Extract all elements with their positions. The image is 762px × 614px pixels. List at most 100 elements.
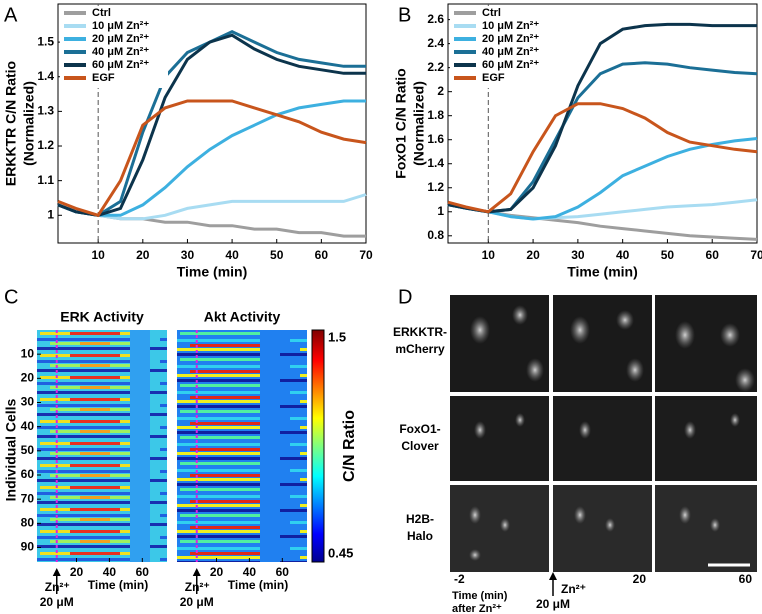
legend-label: 10 μM Zn²⁺: [482, 20, 539, 32]
x-tick-label: 60: [136, 565, 150, 579]
time-label: 20: [633, 572, 647, 586]
y-tick-label: 1.4: [37, 69, 54, 83]
image-row-label: ERKKTR-: [393, 325, 447, 339]
heatmap: [37, 330, 167, 562]
series-line: [57, 33, 366, 217]
y-tick-label: 1.5: [37, 34, 54, 48]
legend-label: 40 μM Zn²⁺: [92, 46, 149, 58]
legend-label: Ctrl: [92, 7, 111, 19]
colorbar-tick-label: 0.45: [328, 545, 353, 560]
time-label: 60: [739, 572, 753, 586]
x-axis-label: Time (min): [228, 578, 288, 592]
colorbar: [311, 329, 325, 563]
legend-label: 60 μM Zn²⁺: [92, 59, 149, 71]
image-row-label: Clover: [401, 439, 439, 453]
legend-label: 60 μM Zn²⁺: [482, 59, 539, 71]
legend-box: [450, 6, 558, 88]
legend-label: EGF: [92, 72, 115, 84]
heatmap-title: Akt Activity: [204, 309, 281, 325]
time-caption: Time (min): [452, 590, 508, 602]
arrow-head: [192, 568, 201, 576]
x-tick-label: 40: [225, 248, 239, 262]
x-tick-label: 60: [706, 248, 720, 262]
stimulus-label: Zn²⁺: [561, 582, 586, 596]
arrow-head: [52, 568, 61, 576]
heatmap: [177, 330, 307, 562]
y-tick-label: 1.6: [427, 132, 444, 146]
y-axis-label: (Normalized): [411, 81, 427, 166]
y-axis-label: Individual Cells: [3, 398, 19, 501]
stimulus-label: 20 μM: [536, 597, 570, 611]
series-line: [447, 198, 758, 221]
microscopy-images: [450, 295, 757, 596]
y-tick-label: 1: [437, 204, 444, 218]
x-tick-label: 70: [359, 248, 373, 262]
y-tick-label: 60: [21, 467, 35, 481]
series-line: [447, 137, 758, 221]
y-tick-label: 1: [47, 207, 54, 221]
series-line: [57, 99, 367, 218]
x-tick-label: 20: [526, 248, 540, 262]
legend-box: [60, 6, 168, 88]
x-axis-label: Time (min): [177, 264, 248, 280]
legend-label: EGF: [482, 72, 505, 84]
y-tick-label: 30: [21, 395, 35, 409]
colorbar-tick-label: 1.5: [328, 329, 346, 344]
colorbar-label: C/N Ratio: [341, 410, 358, 482]
y-tick-label: 40: [21, 419, 35, 433]
y-tick-label: 1.2: [37, 138, 54, 152]
y-tick-label: 80: [21, 516, 35, 530]
image-row-label: Halo: [407, 529, 433, 543]
y-tick-label: 1.2: [427, 180, 444, 194]
y-tick-label: 1.8: [427, 108, 444, 122]
x-tick-label: 50: [661, 248, 675, 262]
legend-label: 20 μM Zn²⁺: [482, 33, 539, 45]
y-tick-label: 1.1: [37, 173, 54, 187]
y-tick-label: 1.4: [427, 156, 444, 170]
time-caption: after Zn²⁺: [452, 603, 502, 614]
stimulus-label: Zn²⁺: [185, 580, 210, 594]
stimulus-label: 20 μM: [180, 595, 214, 609]
panel-letter: C: [4, 286, 18, 308]
panel-letter: B: [398, 4, 411, 26]
y-tick-label: 0.8: [427, 228, 444, 242]
y-tick-label: 2.4: [427, 36, 444, 50]
y-tick-label: 90: [21, 540, 35, 554]
series-line: [57, 99, 366, 217]
plot-frame: [57, 3, 367, 244]
plot-frame: [447, 3, 758, 244]
x-tick-label: 70: [750, 248, 762, 262]
series-line: [57, 203, 366, 238]
heatmap-title: ERK Activity: [60, 309, 144, 325]
x-tick-label: 20: [210, 565, 224, 579]
image-row-label: H2B-: [406, 512, 434, 526]
series-line: [447, 102, 758, 214]
y-tick-label: 20: [21, 371, 35, 385]
y-tick-label: 2.2: [427, 60, 444, 74]
legend-label: Ctrl: [482, 7, 501, 19]
x-axis-label: Time (min): [88, 578, 148, 592]
y-axis-label: FoxO1 C/N Ratio: [393, 68, 409, 178]
image-row-label: FoxO1-: [399, 422, 440, 436]
x-tick-label: 60: [276, 565, 290, 579]
x-axis-label: Time (min): [567, 264, 638, 280]
stimulus-label: Zn²⁺: [45, 580, 70, 594]
y-axis-label: (Normalized): [21, 81, 37, 166]
y-tick-label: 50: [21, 443, 35, 457]
x-tick-label: 30: [181, 248, 195, 262]
image-row-label: mCherry: [395, 342, 445, 356]
legend-label: 40 μM Zn²⁺: [482, 46, 539, 58]
panel-letter: A: [4, 4, 18, 26]
x-tick-label: 50: [270, 248, 284, 262]
x-tick-label: 40: [103, 565, 117, 579]
y-tick-label: 2.6: [427, 12, 444, 26]
x-tick-label: 40: [243, 565, 257, 579]
x-tick-label: 30: [571, 248, 585, 262]
legend-label: 20 μM Zn²⁺: [92, 33, 149, 45]
series-line: [447, 22, 757, 214]
y-tick-label: 70: [21, 491, 35, 505]
legend-label: 10 μM Zn²⁺: [92, 20, 149, 32]
y-axis-label: ERKKTR C/N Ratio: [3, 61, 19, 186]
x-tick-label: 40: [616, 248, 630, 262]
